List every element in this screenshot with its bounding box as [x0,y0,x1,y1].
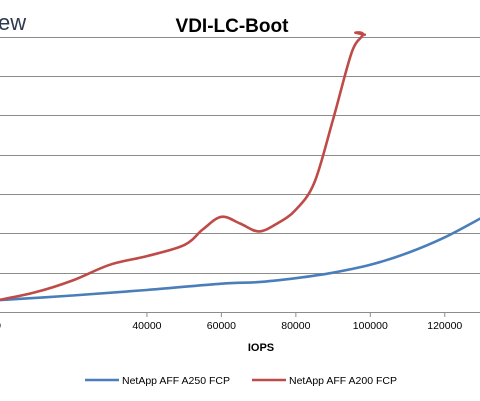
series-line-2 [0,31,366,302]
chart-title: VDI-LC-Boot [176,16,290,37]
x-tick-label: 80000 [281,320,310,332]
header-cut-text: ew [0,10,26,35]
x-axis: 0 40000 60000 80000 100000 120000 [0,312,480,332]
series-layer [0,31,480,302]
legend-label-2: NetApp AFF A200 FCP [289,375,397,387]
x-tick-label: 120000 [427,320,462,332]
x-tick-label: 0 [0,320,1,332]
x-tick-label: 40000 [132,320,161,332]
x-tick-label: 60000 [207,320,236,332]
x-tick-label: 100000 [353,320,388,332]
legend-label-1: NetApp AFF A250 FCP [122,375,230,387]
gridlines [0,37,480,274]
legend: NetApp AFF A250 FCP NetApp AFF A200 FCP [85,375,397,387]
x-axis-label: IOPS [248,342,274,354]
series-line-1 [0,217,480,302]
